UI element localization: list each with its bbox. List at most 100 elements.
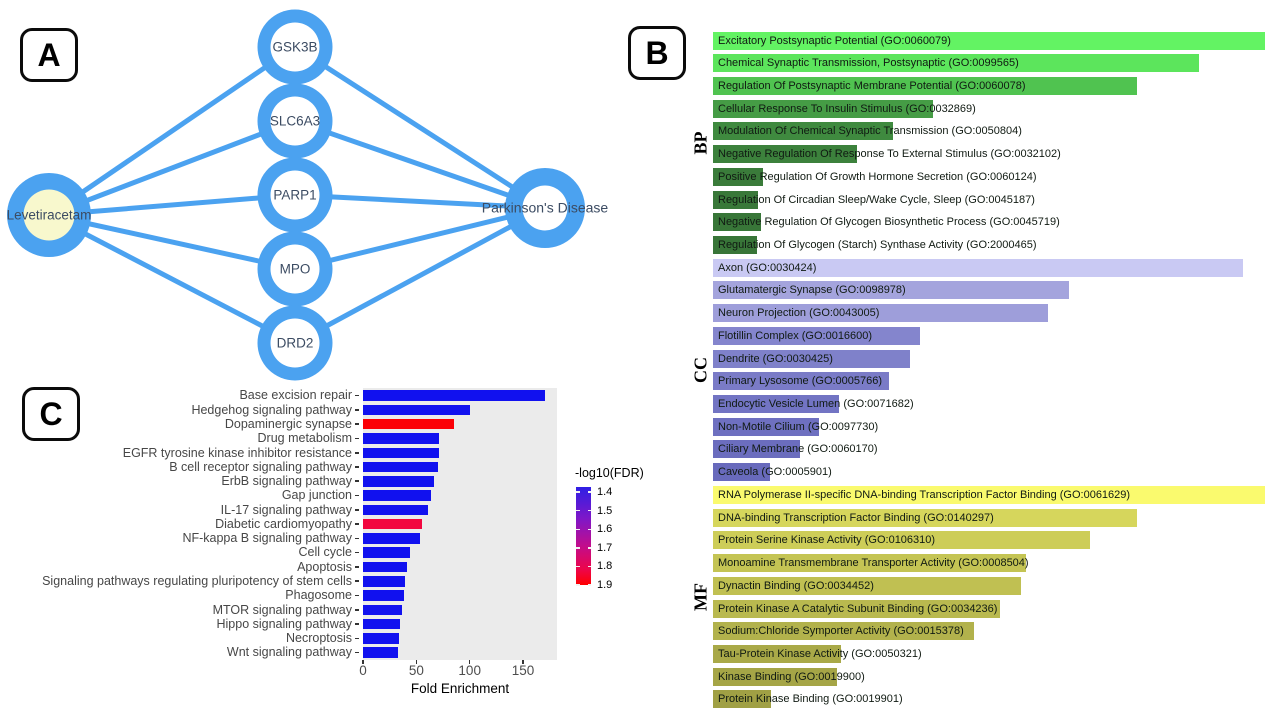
network-node-label-slc6a3: SLC6A3 bbox=[270, 114, 320, 129]
go-bar bbox=[713, 213, 761, 232]
go-bar-label: Regulation Of Glycogen (Starch) Synthase… bbox=[718, 238, 1037, 251]
go-bar-label: Flotillin Complex (GO:0016600) bbox=[718, 329, 873, 342]
x-tick-label: 0 bbox=[359, 663, 367, 678]
network-node-label-mpo: MPO bbox=[280, 262, 311, 277]
network-node-slc6a3 bbox=[270, 96, 320, 146]
go-bar-label: Protein Serine Kinase Activity (GO:01063… bbox=[718, 534, 936, 547]
go-bar bbox=[713, 417, 819, 436]
x-tick-mark bbox=[362, 660, 364, 664]
go-bar bbox=[713, 599, 1000, 618]
kegg-category-label: IL-17 signaling pathway bbox=[40, 503, 359, 517]
legend-tick-label: 1.8 bbox=[597, 560, 613, 573]
kegg-bar bbox=[363, 504, 429, 516]
x-tick-mark bbox=[415, 660, 418, 664]
legend-tick-mark bbox=[587, 565, 591, 568]
kegg-category-label: NF-kappa B signaling pathway bbox=[40, 531, 359, 545]
kegg-bar bbox=[363, 633, 400, 644]
go-section-label-mf: MF bbox=[690, 583, 711, 612]
network-node-levetiracetam bbox=[23, 189, 75, 241]
kegg-bar bbox=[363, 647, 399, 658]
network-edge bbox=[47, 44, 297, 218]
go-bar bbox=[713, 99, 933, 118]
kegg-category-label: Cell cycle bbox=[40, 545, 359, 559]
go-bar-label: Monoamine Transmembrane Transporter Acti… bbox=[718, 557, 1029, 570]
network-node-label-drd2: DRD2 bbox=[277, 336, 314, 351]
legend-tick-mark bbox=[576, 491, 580, 493]
go-bar bbox=[713, 644, 841, 663]
go-bar-row: Positive Regulation Of Growth Hormone Se… bbox=[713, 167, 1273, 186]
go-bar bbox=[713, 31, 1265, 50]
network-node-parkinsons bbox=[522, 185, 568, 231]
network-edge bbox=[293, 205, 547, 346]
go-bar-label: Glutamatergic Synapse (GO:0098978) bbox=[718, 284, 906, 297]
x-tick-mark bbox=[468, 660, 471, 664]
go-bar-row: DNA-binding Transcription Factor Binding… bbox=[713, 508, 1273, 527]
network-edge bbox=[47, 212, 297, 346]
kegg-bar bbox=[363, 561, 407, 573]
go-bar-row: Negative Regulation Of Response To Exter… bbox=[713, 145, 1273, 164]
go-bar bbox=[713, 122, 893, 141]
kegg-bar bbox=[363, 547, 410, 558]
panel-b-badge: B bbox=[628, 26, 686, 80]
network-edge bbox=[294, 118, 546, 211]
network-edge bbox=[294, 192, 546, 211]
go-bar-row: Negative Regulation Of Glycogen Biosynth… bbox=[713, 213, 1273, 232]
go-bar-row: Primary Lysosome (GO:0005766) bbox=[713, 372, 1273, 391]
go-bar-label: Positive Regulation Of Growth Hormone Se… bbox=[718, 170, 1037, 183]
go-bar-row: Caveola (GO:0005901) bbox=[713, 463, 1273, 482]
panel-a-network-diagram: Levetiracetam GSK3B SLC6A3 PARP1 MPO DRD2 Park… bbox=[7, 9, 608, 381]
go-bar-label: Non-Motile Cilium (GO:0097730) bbox=[718, 420, 879, 433]
network-node-parp1 bbox=[270, 170, 320, 220]
kegg-bar bbox=[363, 618, 401, 630]
network-edge bbox=[294, 205, 546, 272]
kegg-category-label: B cell receptor signaling pathway bbox=[40, 460, 359, 474]
go-bar-row: Dynactin Binding (GO:0034452) bbox=[713, 576, 1273, 595]
go-bar-label: Kinase Binding (GO:0019900) bbox=[718, 670, 865, 683]
network-node-drd2 bbox=[270, 318, 320, 368]
kegg-category-label: Necroptosis bbox=[40, 631, 359, 645]
x-tick-mark bbox=[522, 660, 524, 664]
legend-gradient-bar bbox=[576, 487, 591, 585]
go-bar bbox=[713, 258, 1243, 277]
go-bar-label: Regulation Of Circadian Sleep/Wake Cycle… bbox=[718, 193, 1035, 206]
network-edge bbox=[293, 44, 547, 211]
go-bar bbox=[713, 145, 857, 164]
legend-tick-mark bbox=[576, 547, 580, 549]
go-bar bbox=[713, 667, 837, 686]
kegg-bar bbox=[363, 590, 404, 601]
go-bar bbox=[713, 508, 1137, 527]
go-section-label-cc: CC bbox=[690, 356, 711, 383]
go-bar-label: Cellular Response To Insulin Stimulus (G… bbox=[718, 102, 976, 115]
legend-tick-label: 1.6 bbox=[597, 523, 613, 536]
go-bar bbox=[713, 554, 1026, 573]
go-bar-row: Regulation Of Postsynaptic Membrane Pote… bbox=[713, 76, 1273, 95]
kegg-bar bbox=[363, 604, 403, 616]
go-bar-row: Regulation Of Glycogen (Starch) Synthase… bbox=[713, 235, 1273, 254]
legend-tick-label: 1.5 bbox=[597, 504, 613, 517]
go-bar-row: Protein Kinase Binding (GO:0019901) bbox=[713, 690, 1273, 709]
x-tick-label: 100 bbox=[458, 663, 481, 678]
panel-c-plot-area bbox=[363, 388, 557, 660]
go-bar-label: Protein Kinase Binding (GO:0019901) bbox=[718, 693, 903, 706]
kegg-bar bbox=[363, 518, 422, 530]
kegg-bar bbox=[363, 433, 439, 444]
go-bar bbox=[713, 349, 910, 368]
go-bar bbox=[713, 372, 889, 391]
kegg-bar bbox=[363, 476, 435, 487]
kegg-bar bbox=[363, 576, 405, 587]
go-bar-label: Ciliary Membrane (GO:0060170) bbox=[718, 443, 878, 456]
go-bar-label: Neuron Projection (GO:0043005) bbox=[718, 307, 880, 320]
go-bar-row: Neuron Projection (GO:0043005) bbox=[713, 304, 1273, 323]
go-bar bbox=[713, 190, 758, 209]
legend-tick-mark bbox=[576, 528, 580, 530]
go-bar-label: Axon (GO:0030424) bbox=[718, 261, 817, 274]
go-bar-label: Chemical Synaptic Transmission, Postsyna… bbox=[718, 57, 1019, 70]
kegg-category-label: Diabetic cardiomyopathy bbox=[40, 517, 359, 531]
network-node-label-levetiracetam: Levetiracetam bbox=[7, 208, 92, 223]
go-bar bbox=[713, 235, 757, 254]
legend-tick-label: 1.9 bbox=[597, 579, 613, 591]
go-bar-label: RNA Polymerase II-specific DNA-binding T… bbox=[718, 488, 1131, 501]
go-bar-label: Sodium:Chloride Symporter Activity (GO:0… bbox=[718, 625, 964, 638]
go-bar-label: Regulation Of Postsynaptic Membrane Pote… bbox=[718, 79, 1026, 92]
